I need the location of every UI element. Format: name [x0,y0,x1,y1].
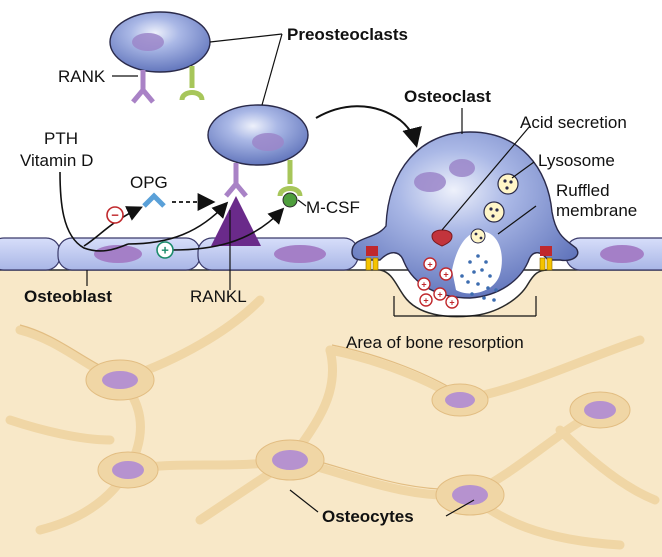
osteoblast-nucleus [274,245,326,263]
svg-text:+: + [423,296,428,306]
pth-to-mcsf-arrow [171,207,285,251]
osteocyte-nucleus [452,485,488,505]
mcsf-receptor-icon [277,160,303,197]
label-rank: RANK [58,67,106,86]
osteocyte-nucleus [445,392,475,408]
label-rankl: RANKL [190,287,247,306]
preosteoclast-nucleus [132,33,164,51]
label-acid-secretion: Acid secretion [520,113,627,132]
label-opg: OPG [130,173,168,192]
osteocyte-nucleus [112,461,144,479]
label-mcsf: M-CSF [306,198,360,217]
ruffled-membrane-dots [460,254,498,302]
sealing-zone-right [539,246,553,271]
preosteoclast-top [109,11,211,104]
osteocyte-cells [85,359,631,516]
ruffled-region [452,231,502,294]
osteoblast-nucleus [600,245,644,263]
osteoblast-layer [0,237,662,271]
label-osteocytes: Osteocytes [322,507,414,526]
osteoclast-nucleus [414,172,446,192]
svg-text:−: − [111,208,119,223]
rank-receptor-icon [224,163,248,198]
label-preosteoclasts: Preosteoclasts [287,25,408,44]
svg-text:+: + [449,298,454,308]
svg-text:+: + [161,243,169,258]
svg-text:+: + [437,290,442,300]
osteoclast [351,131,579,302]
label-membrane: membrane [556,201,637,220]
opg-icon [142,192,166,208]
bone-matrix [0,270,662,557]
svg-text:+: + [427,260,432,270]
preosteoclast-nucleus [252,133,284,151]
pth-arrow [59,171,129,252]
osteocyte-nucleus [102,371,138,389]
label-osteoclast: Osteoclast [404,87,491,106]
preosteoclast-middle [207,104,309,198]
rank-receptor-icon [131,70,155,104]
lysosome-fusing [470,228,486,244]
mcsf-receptor-icon [179,66,205,101]
osteoblast-nucleus [94,245,142,263]
label-ruffled: Ruffled [556,181,610,200]
lysosome-icon [483,201,505,223]
svg-text:+: + [443,270,448,280]
lysosome-icon [497,173,519,195]
label-osteoblast: Osteoblast [24,287,112,306]
mcsf-ligand-icon [282,192,298,208]
label-pth: PTH [44,129,78,148]
inhibition-minus-icon: − [106,206,124,224]
differentiation-arrow [315,105,422,148]
leader-lines [86,33,537,517]
osteoblast-cell [0,237,61,271]
label-resorption-area: Area of bone resorption [346,333,524,352]
proton-ions: + + + + + + [417,257,459,309]
pth-to-opg-arrow [83,206,143,247]
osteocyte-nucleus [272,450,308,470]
label-lysosome: Lysosome [538,151,615,170]
osteocyte-nucleus [584,401,616,419]
stimulation-plus-icon: + [156,241,174,259]
sealing-zone-left [365,246,379,271]
label-vitamin-d: Vitamin D [20,151,93,170]
pth-to-rankl-arrow [127,201,229,245]
osteoclast-nucleus [449,159,475,177]
svg-text:+: + [421,280,426,290]
